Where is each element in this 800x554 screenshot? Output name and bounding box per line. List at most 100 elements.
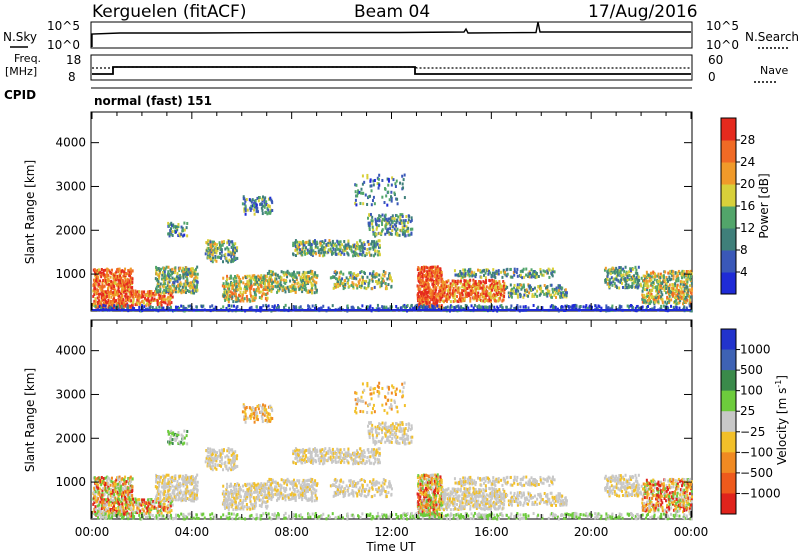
velocity-echo [177,498,180,502]
power-echo [479,307,482,311]
power-echo [169,268,172,272]
power-echo [537,305,540,309]
velocity-echo [102,498,105,502]
power-echo [620,275,623,279]
power-echo [218,246,221,250]
power-echo [188,267,191,271]
power-echo [465,279,468,283]
power-echo [97,275,100,279]
velocity-echo [167,478,170,482]
velocity-echo [100,496,103,500]
velocity-echo [122,493,125,497]
power-echo [219,246,222,250]
power-echo [247,281,250,285]
power-echo [426,277,429,281]
velocity-echo [125,500,128,504]
colorbar-tick-label: 8 [740,243,748,257]
power-echo [395,304,398,308]
power-echo [301,250,304,254]
power-echo [680,290,683,294]
power-echo [100,306,103,310]
power-echo [178,268,181,272]
power-echo [356,243,359,247]
velocity-echo [145,501,148,505]
power-echo [683,275,686,279]
power-echo [366,247,369,251]
power-echo [340,270,343,274]
power-echo [340,279,343,283]
power-echo [298,287,301,291]
power-echo [252,208,255,212]
power-echo [530,268,533,272]
power-echo [533,286,536,290]
power-echo [474,295,477,299]
power-echo [201,305,204,309]
velocity-echo [163,481,166,485]
power-echo [618,266,621,270]
power-echo [249,292,252,296]
power-echo [666,285,669,289]
power-echo [438,274,441,278]
power-echo [453,294,456,298]
power-echo [609,272,612,276]
power-echo [516,285,519,289]
power-echo [375,307,378,311]
power-echo [286,285,289,289]
power-echo [477,291,480,295]
velocity-echo [124,487,127,491]
power-echo [302,241,305,245]
power-echo [393,193,396,197]
power-echo [408,233,411,237]
power-echo [688,284,691,288]
power-echo [149,290,152,294]
power-echo [160,306,163,310]
power-echo [434,278,437,282]
power-echo [356,194,359,198]
power-echo [606,274,609,278]
power-echo [457,300,460,304]
power-echo [182,304,185,308]
power-echo [115,275,118,279]
power-echo [295,278,298,282]
y-tick-label: 1000 [55,267,86,281]
power-echo [456,281,459,285]
power-echo [546,285,549,289]
power-echo [381,178,384,182]
power-echo [168,234,171,238]
power-echo [270,200,273,204]
power-echo [389,276,392,280]
noise-right-tick-bottom: 10^0 [706,38,739,52]
power-echo [410,218,413,222]
power-echo [485,281,488,285]
power-echo [432,284,435,288]
power-echo [660,283,663,287]
power-echo [405,214,408,218]
velocity-echo [186,485,189,489]
velocity-echo [105,503,108,507]
power-echo [467,268,470,272]
power-echo [220,254,223,258]
velocity-echo [122,488,125,492]
power-echo [524,305,527,309]
power-echo [477,268,480,272]
power-echo [457,280,460,284]
power-echo [232,284,235,288]
power-echo [305,240,308,244]
power-echo [443,291,446,295]
power-echo [263,287,266,291]
power-echo [608,285,611,289]
power-echo [194,267,197,271]
power-echo [241,297,244,301]
power-echo [459,279,462,283]
velocity-echo [169,481,172,485]
power-echo [172,271,175,275]
power-echo [618,286,621,290]
power-echo [386,219,389,223]
power-echo [494,299,497,303]
power-echo [482,299,485,303]
velocity-echo [148,511,151,515]
power-echo [390,284,393,288]
velocity-echo [128,496,131,500]
power-echo [422,281,425,285]
power-echo [167,291,170,295]
